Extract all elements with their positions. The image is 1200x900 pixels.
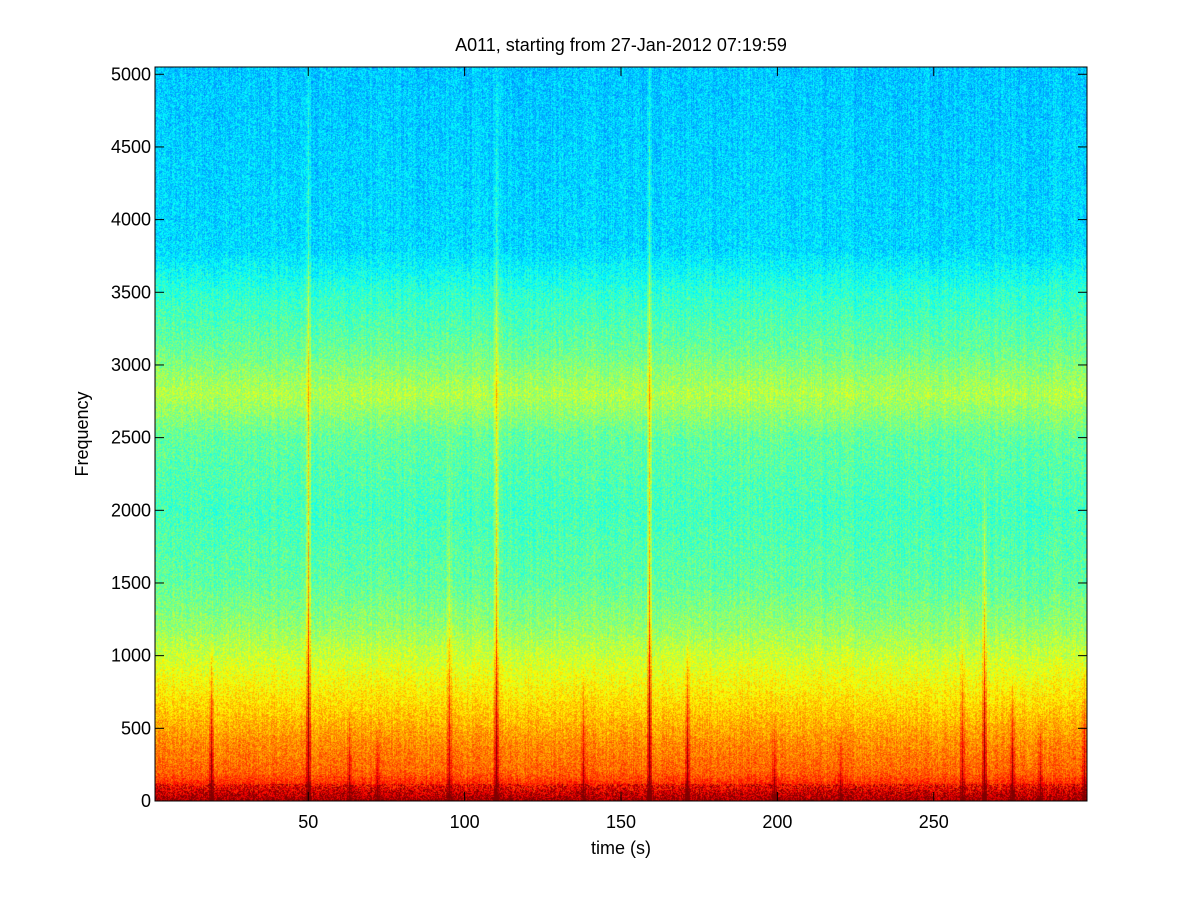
y-tick-label: 3000	[111, 355, 151, 375]
y-tick-label: 4000	[111, 210, 151, 230]
y-tick-label: 1000	[111, 646, 151, 666]
axis-ticks: 50 100 150 200 25005001000150020002500300035…	[111, 64, 1087, 832]
y-tick-label: 3500	[111, 282, 151, 302]
x-tick-label: 50	[298, 812, 318, 832]
y-tick-label: 4500	[111, 137, 151, 157]
y-axis-label: Frequency	[72, 391, 92, 476]
y-tick-label: 0	[141, 791, 151, 811]
y-tick-label: 2000	[111, 500, 151, 520]
y-tick-label: 1500	[111, 573, 151, 593]
spectrogram-image	[155, 67, 1087, 801]
x-axis-label: time (s)	[591, 838, 651, 858]
x-tick-label: 200	[762, 812, 792, 832]
x-tick-label: 250	[919, 812, 949, 832]
x-tick-label: 100	[450, 812, 480, 832]
plot-frame	[154, 66, 1088, 802]
y-tick-label: 500	[121, 718, 151, 738]
y-tick-label: 5000	[111, 64, 151, 84]
y-tick-label: 2500	[111, 428, 151, 448]
chart-title: A011, starting from 27-Jan-2012 07:19:59	[455, 35, 787, 55]
x-tick-label: 150	[606, 812, 636, 832]
